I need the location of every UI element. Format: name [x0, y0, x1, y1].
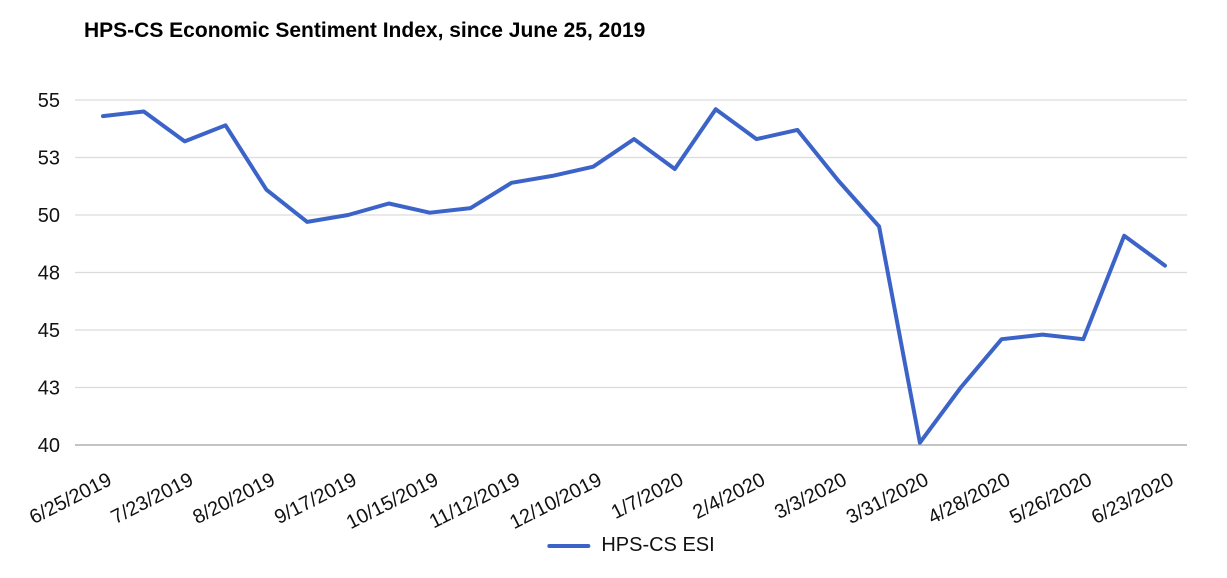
x-axis-tick-label: 7/23/2019 — [108, 469, 197, 529]
y-axis-tick-label: 55 — [38, 90, 60, 112]
x-axis-tick-label: 4/28/2020 — [925, 469, 1014, 529]
y-axis-tick-label: 43 — [38, 378, 60, 400]
chart-title: HPS-CS Economic Sentiment Index, since J… — [84, 19, 646, 42]
y-axis-tick-label: 53 — [38, 148, 60, 170]
x-axis-tick-label: 11/12/2019 — [426, 469, 524, 533]
x-axis-tick-label: 12/10/2019 — [506, 469, 605, 534]
x-axis-tick-label: 3/31/2020 — [843, 469, 932, 529]
y-axis-tick-label: 40 — [38, 435, 60, 457]
x-axis-tick-label: 6/23/2020 — [1088, 469, 1177, 529]
legend-series-label: HPS-CS ESI — [601, 534, 715, 556]
x-axis-tick-label: 2/4/2020 — [689, 469, 768, 524]
x-axis-tick-label: 8/20/2019 — [189, 469, 278, 529]
x-axis-tick-label: 5/26/2020 — [1006, 469, 1095, 529]
legend-line-swatch — [547, 543, 591, 548]
y-axis-tick-label: 50 — [38, 205, 60, 227]
x-axis-tick-label: 3/3/2020 — [771, 469, 850, 524]
chart-legend: HPS-CS ESI — [547, 534, 715, 557]
x-axis-tick-label: 10/15/2019 — [343, 469, 442, 534]
y-axis-tick-label: 48 — [38, 263, 60, 285]
series-line-hps-cs-esi — [101, 107, 1167, 445]
x-axis-tick-label: 6/25/2019 — [26, 469, 115, 529]
y-axis-tick-label: 45 — [38, 320, 60, 342]
x-axis-tick-label: 1/7/2020 — [608, 469, 687, 524]
